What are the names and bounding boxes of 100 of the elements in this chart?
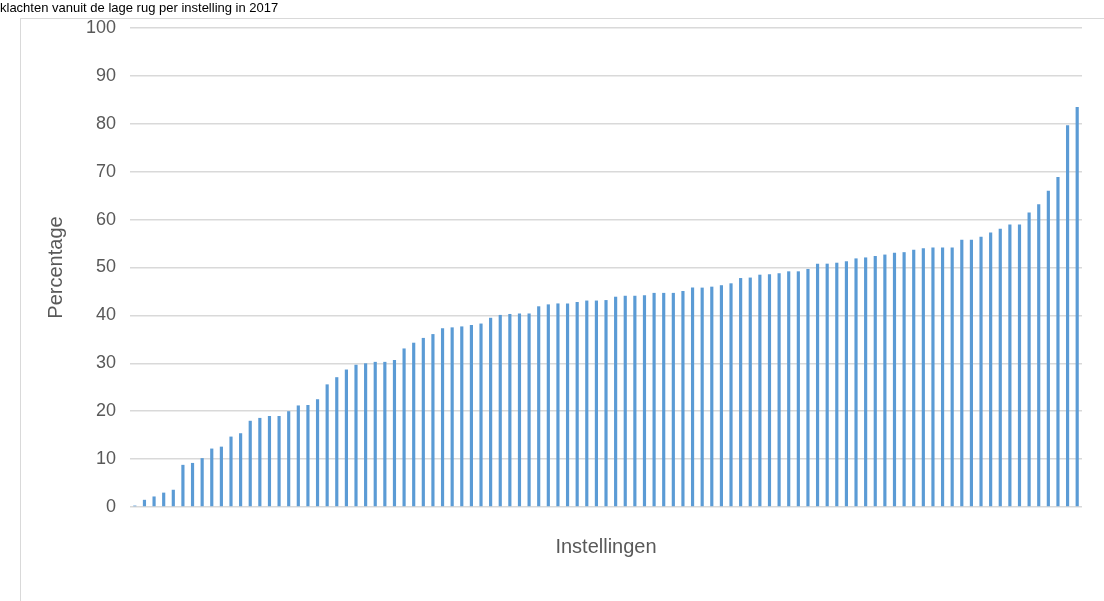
bar	[527, 313, 531, 507]
bar	[364, 363, 368, 507]
y-tick-label: 90	[96, 64, 117, 85]
bar	[892, 252, 897, 507]
bar	[402, 348, 406, 507]
bar	[431, 334, 435, 507]
bar	[604, 300, 608, 507]
bar	[989, 232, 993, 507]
bar	[306, 404, 310, 507]
bar	[739, 278, 743, 507]
bar	[902, 252, 906, 507]
bar	[777, 273, 781, 507]
y-tick-label: 40	[96, 304, 117, 325]
bar	[864, 257, 868, 507]
bar	[931, 247, 935, 507]
bar	[1037, 204, 1041, 507]
bar	[200, 458, 204, 507]
y-tick-label: 60	[96, 208, 117, 229]
bar	[835, 262, 839, 507]
bar	[969, 239, 973, 507]
y-tick-label: 80	[96, 112, 117, 133]
bar	[277, 415, 281, 507]
y-tick-label: 50	[96, 256, 117, 277]
bar	[681, 290, 685, 507]
y-tick-label: 70	[96, 160, 117, 181]
bar	[1046, 190, 1050, 507]
bar	[354, 364, 358, 507]
bar	[344, 369, 348, 507]
bar	[421, 337, 425, 507]
bar	[267, 415, 272, 507]
bar	[815, 263, 820, 507]
bar	[287, 411, 291, 507]
bar	[219, 446, 223, 507]
bar	[171, 489, 175, 507]
bar	[758, 274, 762, 507]
bar	[1075, 107, 1079, 507]
bar	[373, 361, 377, 507]
bar	[315, 399, 320, 507]
bar	[1017, 224, 1022, 507]
bar	[940, 247, 945, 507]
bar	[460, 326, 464, 507]
bar	[979, 236, 983, 507]
bar	[383, 361, 387, 507]
bar	[450, 327, 454, 507]
bar	[585, 300, 589, 507]
bar	[335, 377, 339, 507]
bar	[912, 249, 916, 507]
bar	[960, 239, 964, 507]
chart-title: klachten vanuit de lage rug per instelling in 2017	[0, 0, 279, 15]
y-axis-title: Percentage	[43, 216, 66, 319]
bar	[248, 420, 252, 507]
bar	[556, 303, 560, 507]
y-tick-label: 10	[96, 448, 117, 469]
bar	[950, 247, 954, 507]
bar	[517, 313, 522, 507]
bar	[642, 295, 647, 507]
bar	[489, 317, 493, 507]
bar	[508, 313, 512, 507]
bar	[873, 256, 877, 507]
bar	[633, 295, 637, 507]
bar	[498, 314, 502, 507]
bar	[469, 324, 473, 507]
bar	[614, 296, 618, 507]
bar	[152, 496, 156, 507]
bar	[719, 285, 723, 507]
bar	[181, 464, 185, 507]
bar	[594, 300, 598, 507]
bar	[1065, 125, 1070, 507]
bar	[229, 436, 233, 507]
bar	[748, 277, 752, 507]
bar	[537, 306, 541, 507]
bar	[796, 271, 800, 507]
bar	[854, 258, 858, 507]
bar	[239, 433, 243, 507]
bar	[921, 248, 925, 507]
bar	[210, 448, 214, 507]
bar	[787, 271, 791, 507]
bar	[825, 263, 829, 507]
bar	[806, 268, 810, 507]
bar	[296, 405, 300, 507]
bar	[1056, 176, 1060, 507]
bar	[190, 462, 195, 507]
bar	[479, 323, 483, 507]
bar	[662, 292, 666, 507]
bar	[690, 287, 695, 507]
y-tick-label: 100	[85, 16, 117, 37]
bar	[652, 292, 656, 507]
bar	[998, 228, 1002, 507]
bar	[258, 417, 262, 507]
y-tick-label: 20	[96, 400, 117, 421]
bar	[710, 286, 714, 507]
bar	[565, 303, 570, 507]
bar	[767, 274, 772, 507]
bar	[1008, 224, 1012, 507]
y-tick-label: 0	[106, 495, 117, 516]
bar	[1027, 212, 1031, 507]
bar	[162, 492, 166, 507]
bar	[575, 301, 579, 507]
bar	[623, 295, 627, 507]
bar	[325, 384, 329, 507]
